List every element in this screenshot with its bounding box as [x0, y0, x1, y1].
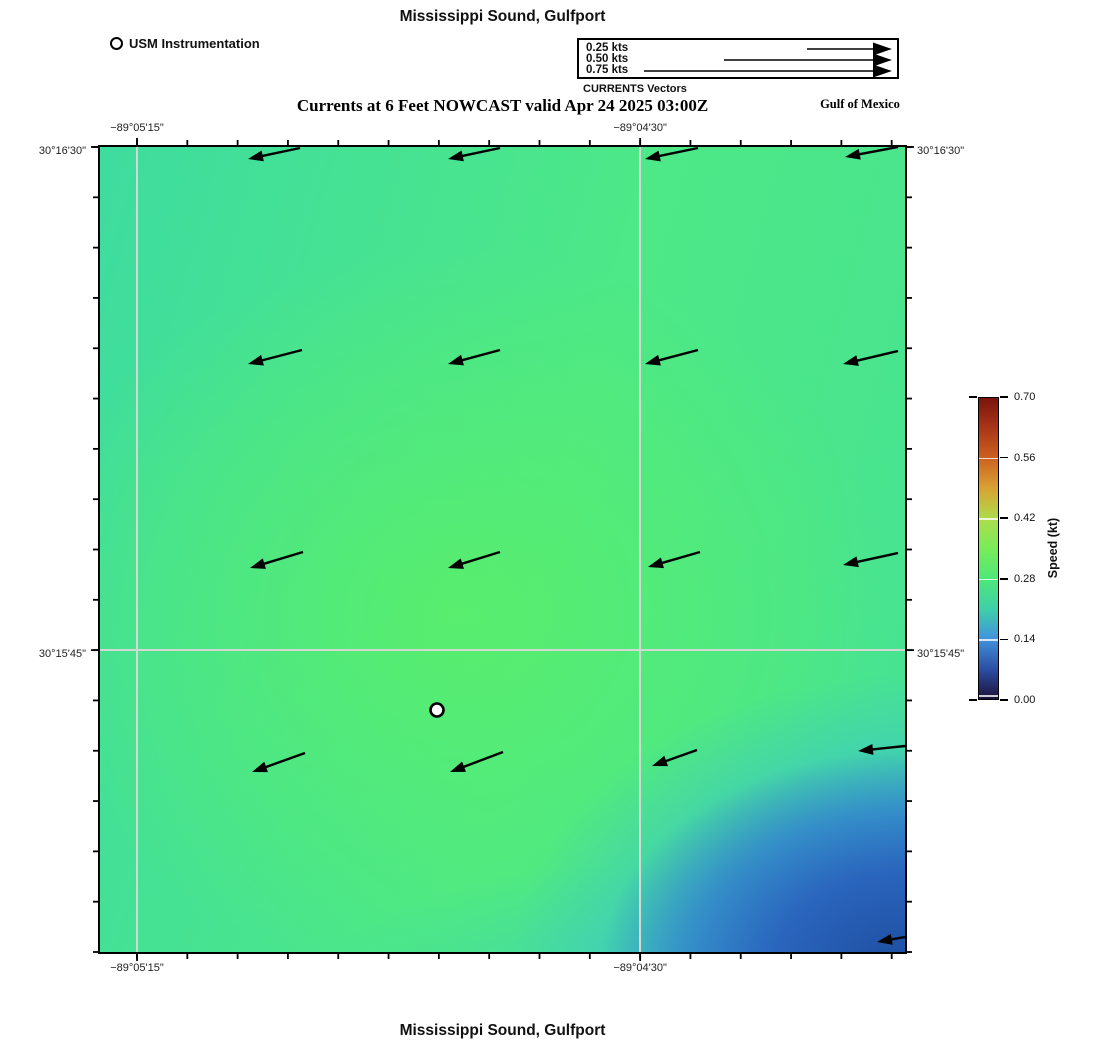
current-vector [843, 349, 899, 366]
colorbar-tick-label: 0.28 [1014, 572, 1036, 585]
colorbar-tick-label: 0.70 [1014, 391, 1036, 403]
colorbar-gradient [978, 397, 999, 700]
vector-legend: 0.25 kts 0.50 kts 0.75 kts [577, 38, 899, 79]
current-vector [843, 551, 899, 568]
y-axis-label-right: 30°15'45" [917, 648, 965, 661]
legend-arrow [724, 53, 892, 67]
current-vector [645, 146, 699, 162]
colorbar-tick-label: 0.14 [1014, 633, 1036, 646]
station-legend-label: USM Instrumentation [129, 36, 260, 51]
current-vector [450, 750, 504, 772]
vector-legend-entry-075: 0.75 kts [586, 64, 629, 76]
vector-legend-entry-025: 0.25 kts [586, 42, 629, 54]
colorbar-tick [969, 396, 977, 398]
current-vector [250, 550, 304, 569]
colorbar-level-line [979, 518, 998, 520]
current-field-overlay [91, 138, 914, 961]
colorbar-tick [1000, 578, 1008, 580]
current-vector [645, 348, 699, 366]
station-legend: USM Instrumentation [110, 36, 260, 51]
colorbar-axis-label: Speed (kt) [1046, 517, 1060, 579]
colorbar-tick-label: 0.00 [1014, 694, 1036, 706]
station-marker-icon [110, 37, 123, 50]
current-vector [648, 550, 701, 569]
legend-arrow [644, 64, 892, 78]
current-vector [448, 550, 501, 569]
x-axis-label-bottom: −89°04'30" [613, 962, 667, 974]
colorbar-tick [1000, 456, 1008, 459]
colorbar-tick [1000, 638, 1008, 641]
colorbar-level-line [979, 639, 998, 641]
current-vector [858, 743, 906, 755]
x-axis-label-top: −89°04'30" [613, 122, 667, 134]
x-axis-label-bottom: −89°05'15" [110, 962, 164, 974]
colorbar-tick [1000, 517, 1008, 519]
colorbar-tick-label: 0.42 [1014, 512, 1036, 525]
colorbar: 0.70 0.56 0.42 0.28 0.14 0.00 [969, 391, 1035, 706]
colorbar-tick [1000, 396, 1008, 398]
x-axis-label-top: −89°05'15" [110, 122, 164, 134]
usm-station-marker [429, 702, 445, 718]
current-vector [252, 751, 306, 773]
colorbar-tick [1000, 699, 1008, 701]
region-label: Gulf of Mexico [820, 97, 900, 111]
y-axis-label-right: 30°16'30" [917, 145, 965, 157]
current-vector [652, 748, 698, 767]
current-vector [248, 146, 301, 162]
colorbar-tick [969, 699, 977, 701]
colorbar-level-line [979, 695, 998, 697]
legend-arrow [807, 42, 892, 56]
y-axis-label-left: 30°15'45" [38, 648, 86, 661]
valid-time-subtitle: Currents at 6 Feet NOWCAST valid Apr 24 … [296, 96, 709, 115]
current-vector [448, 146, 501, 162]
vector-legend-entry-050: 0.50 kts [586, 53, 629, 65]
vector-legend-arrows [644, 42, 892, 78]
vector-legend-caption: CURRENTS Vectors [583, 83, 687, 95]
current-vector [448, 348, 501, 366]
current-vector [877, 933, 906, 945]
map-plot [91, 138, 914, 961]
colorbar-tick-label: 0.56 [1014, 451, 1036, 464]
y-axis-label-left: 30°16'30" [38, 145, 86, 157]
current-vector [845, 145, 899, 160]
colorbar-level-line [979, 578, 998, 581]
colorbar-level-line [979, 457, 998, 460]
current-vector [248, 348, 303, 366]
footer-title: Mississippi Sound, Gulfport [399, 1022, 606, 1039]
page-title: Mississippi Sound, Gulfport [399, 8, 606, 25]
